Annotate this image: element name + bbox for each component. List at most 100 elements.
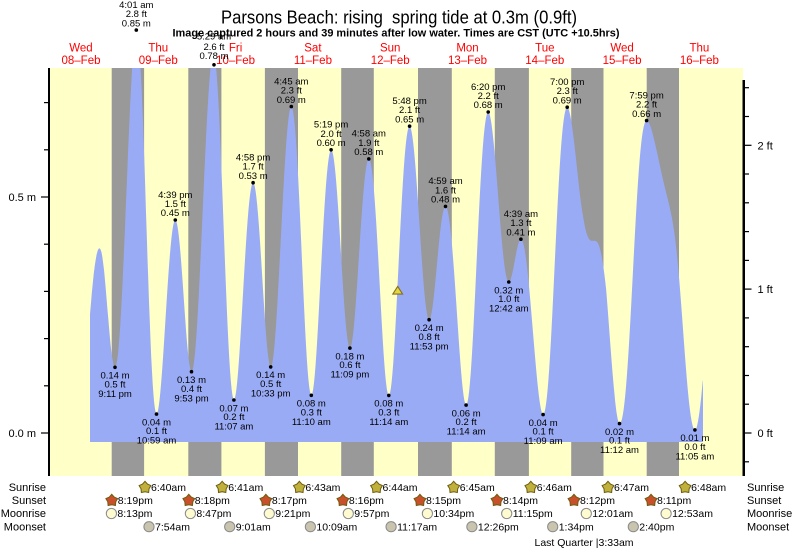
svg-text:0.4 ft: 0.4 ft bbox=[181, 384, 202, 395]
svg-text:0.69 m: 0.69 m bbox=[277, 95, 306, 106]
svg-text:6:40am: 6:40am bbox=[151, 482, 186, 494]
svg-text:8:13pm: 8:13pm bbox=[117, 508, 152, 520]
svg-text:Thu: Thu bbox=[689, 43, 709, 55]
svg-text:10–Feb: 10–Feb bbox=[216, 55, 255, 67]
svg-text:0.3 ft: 0.3 ft bbox=[378, 408, 399, 419]
svg-text:4:45 am: 4:45 am bbox=[274, 76, 308, 87]
svg-text:0.14 m: 0.14 m bbox=[100, 371, 129, 382]
svg-text:6:44am: 6:44am bbox=[383, 482, 418, 494]
svg-text:2.2 ft: 2.2 ft bbox=[636, 100, 657, 111]
svg-text:11:05 am: 11:05 am bbox=[675, 452, 714, 463]
svg-text:11–Feb: 11–Feb bbox=[294, 55, 332, 67]
svg-text:0.0 ft: 0.0 ft bbox=[684, 442, 705, 453]
svg-text:8:14pm: 8:14pm bbox=[503, 495, 538, 507]
svg-text:Tue: Tue bbox=[535, 43, 554, 55]
svg-text:16–Feb: 16–Feb bbox=[680, 55, 719, 67]
svg-text:10:33 pm: 10:33 pm bbox=[251, 389, 291, 400]
svg-text:7:59 pm: 7:59 pm bbox=[629, 90, 663, 101]
svg-text:0.18 m: 0.18 m bbox=[335, 351, 364, 362]
svg-text:8:18pm: 8:18pm bbox=[195, 495, 230, 507]
svg-text:6:43am: 6:43am bbox=[305, 482, 340, 494]
svg-text:0.07 m: 0.07 m bbox=[219, 403, 248, 414]
svg-text:9:57pm: 9:57pm bbox=[354, 508, 389, 520]
svg-text:12:53am: 12:53am bbox=[672, 508, 713, 520]
svg-text:0.58 m: 0.58 m bbox=[354, 147, 383, 158]
svg-text:14–Feb: 14–Feb bbox=[525, 55, 564, 67]
svg-text:0.65 m: 0.65 m bbox=[395, 114, 424, 125]
svg-text:0.08 m: 0.08 m bbox=[297, 399, 326, 410]
svg-text:0.69 m: 0.69 m bbox=[553, 95, 582, 106]
svg-text:8:47pm: 8:47pm bbox=[196, 508, 231, 520]
svg-text:0.06 m: 0.06 m bbox=[452, 408, 481, 419]
svg-text:08–Feb: 08–Feb bbox=[61, 55, 100, 67]
svg-text:9:53 pm: 9:53 pm bbox=[174, 393, 208, 404]
svg-text:0.48 m: 0.48 m bbox=[431, 195, 460, 206]
svg-text:6:45am: 6:45am bbox=[460, 482, 495, 494]
svg-text:0.02 m: 0.02 m bbox=[605, 427, 634, 438]
svg-text:Mon: Mon bbox=[456, 43, 478, 55]
svg-text:11:12 am: 11:12 am bbox=[600, 445, 639, 456]
svg-text:0.1 ft: 0.1 ft bbox=[533, 427, 554, 438]
svg-text:0.32 m: 0.32 m bbox=[494, 285, 523, 296]
svg-text:11:09 am: 11:09 am bbox=[524, 436, 563, 447]
svg-text:2.1 ft: 2.1 ft bbox=[399, 105, 420, 116]
svg-text:8:11pm: 8:11pm bbox=[657, 495, 691, 507]
svg-text:Image captured 2 hours and 39: Image captured 2 hours and 39 minutes af… bbox=[173, 27, 620, 39]
svg-text:4:58 am: 4:58 am bbox=[352, 129, 386, 140]
svg-text:Moonrise: Moonrise bbox=[747, 508, 792, 520]
svg-text:Parsons Beach: rising spring: Parsons Beach: rising spring tide at 0.3… bbox=[221, 7, 577, 28]
svg-text:11:15pm: 11:15pm bbox=[513, 508, 553, 520]
svg-text:Moonset: Moonset bbox=[747, 521, 789, 533]
svg-text:4:39 pm: 4:39 pm bbox=[158, 190, 192, 201]
svg-text:Last Quarter |3:33am: Last Quarter |3:33am bbox=[535, 537, 634, 549]
svg-text:10:09am: 10:09am bbox=[316, 521, 357, 533]
svg-text:0.04 m: 0.04 m bbox=[529, 418, 558, 429]
svg-text:09–Feb: 09–Feb bbox=[139, 55, 178, 67]
svg-text:8:12pm: 8:12pm bbox=[580, 495, 615, 507]
svg-text:6:48am: 6:48am bbox=[691, 482, 726, 494]
svg-text:0.3 ft: 0.3 ft bbox=[301, 407, 322, 418]
svg-text:0.5 ft: 0.5 ft bbox=[104, 379, 125, 390]
svg-text:1.3 ft: 1.3 ft bbox=[510, 218, 531, 229]
svg-text:Moonset: Moonset bbox=[4, 521, 46, 533]
svg-text:15–Feb: 15–Feb bbox=[603, 55, 642, 67]
svg-text:1.5 ft: 1.5 ft bbox=[165, 199, 186, 210]
svg-text:0.2 ft: 0.2 ft bbox=[223, 412, 244, 423]
svg-text:2.6 ft: 2.6 ft bbox=[203, 42, 224, 53]
svg-text:0.01 m: 0.01 m bbox=[680, 433, 709, 444]
svg-text:12:01am: 12:01am bbox=[592, 508, 633, 520]
svg-text:12:26pm: 12:26pm bbox=[478, 521, 519, 533]
svg-text:5:29 am: 5:29 am bbox=[197, 31, 231, 42]
svg-text:Fri: Fri bbox=[229, 43, 242, 55]
svg-text:5:48 pm: 5:48 pm bbox=[392, 96, 426, 107]
svg-text:2.0 ft: 2.0 ft bbox=[321, 129, 342, 140]
svg-text:9:11 pm: 9:11 pm bbox=[98, 389, 132, 400]
svg-text:2 ft: 2 ft bbox=[758, 140, 773, 152]
svg-text:12–Feb: 12–Feb bbox=[371, 55, 410, 67]
svg-text:Sunset: Sunset bbox=[747, 495, 781, 507]
svg-text:1.7 ft: 1.7 ft bbox=[243, 162, 264, 173]
svg-text:2:40pm: 2:40pm bbox=[639, 521, 674, 533]
svg-text:0.45 m: 0.45 m bbox=[161, 208, 190, 219]
svg-text:0.78 m: 0.78 m bbox=[199, 51, 228, 62]
svg-text:10:34pm: 10:34pm bbox=[433, 508, 474, 520]
svg-text:Sat: Sat bbox=[304, 43, 322, 55]
svg-text:12:42 am: 12:42 am bbox=[489, 304, 529, 315]
svg-text:0.8 ft: 0.8 ft bbox=[419, 332, 440, 343]
svg-text:Wed: Wed bbox=[610, 43, 633, 55]
svg-text:Sun: Sun bbox=[380, 43, 400, 55]
svg-text:11:09 pm: 11:09 pm bbox=[330, 370, 369, 381]
svg-text:1.6 ft: 1.6 ft bbox=[435, 185, 456, 196]
svg-text:0.5 m: 0.5 m bbox=[8, 192, 36, 204]
svg-text:11:17am: 11:17am bbox=[397, 521, 437, 533]
svg-text:9:21pm: 9:21pm bbox=[275, 508, 310, 520]
svg-text:8:17pm: 8:17pm bbox=[272, 495, 307, 507]
svg-text:6:41am: 6:41am bbox=[228, 482, 263, 494]
svg-text:6:20 pm: 6:20 pm bbox=[471, 82, 505, 93]
svg-text:11:10 am: 11:10 am bbox=[292, 417, 331, 428]
svg-text:Wed: Wed bbox=[69, 43, 92, 55]
svg-text:0.0 m: 0.0 m bbox=[8, 428, 36, 440]
svg-text:0.2 ft: 0.2 ft bbox=[456, 417, 477, 428]
svg-text:8:19pm: 8:19pm bbox=[118, 495, 153, 507]
svg-text:0.1 ft: 0.1 ft bbox=[146, 426, 167, 437]
